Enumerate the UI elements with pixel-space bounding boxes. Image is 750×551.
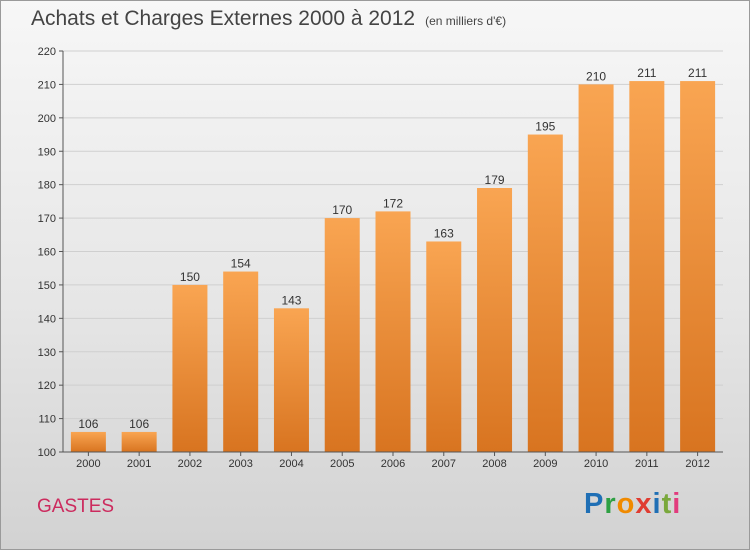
- y-tick-label: 210: [38, 79, 56, 91]
- y-tick-label: 150: [38, 280, 56, 292]
- data-label-2009: 195: [535, 120, 555, 134]
- bar-2004: [273, 308, 309, 452]
- x-tick-label-2001: 2001: [127, 458, 151, 470]
- axes: 100 110 120 130 140 150 160 170 180 190 200 210 220 2…: [38, 46, 723, 470]
- bars: 106 106 150 154 143 170 172 163 179 195 210 211 211: [70, 66, 716, 453]
- brand-letter: i: [652, 488, 662, 520]
- x-tick-label-2000: 2000: [76, 458, 100, 470]
- bar-2005: [324, 218, 360, 452]
- data-label-2010: 210: [586, 69, 606, 83]
- bar-2003: [223, 271, 259, 452]
- x-tick-label-2011: 2011: [635, 458, 659, 470]
- data-label-2002: 150: [180, 270, 200, 284]
- y-tick-label: 200: [38, 113, 56, 125]
- brand-letter: P: [584, 488, 605, 520]
- chart-title: Achats et Charges Externes 2000 à 2012 (e…: [31, 7, 506, 31]
- x-tick-label-2003: 2003: [228, 458, 252, 470]
- x-tick-label-2002: 2002: [178, 458, 202, 470]
- bar-2006: [375, 211, 411, 452]
- bar-2007: [426, 241, 462, 452]
- y-tick-label: 170: [38, 213, 56, 225]
- y-tick-label: 130: [38, 347, 56, 359]
- x-tick-label-2006: 2006: [381, 458, 405, 470]
- bar-2010: [578, 84, 614, 453]
- brand-letter: r: [604, 488, 617, 520]
- bar-2011: [629, 81, 665, 452]
- y-tick-label: 190: [38, 146, 56, 158]
- brand-letter: x: [635, 488, 653, 520]
- bar-2001: [121, 431, 157, 452]
- x-tick-label-2009: 2009: [533, 458, 557, 470]
- data-label-2004: 143: [281, 293, 301, 307]
- brand-letter: t: [661, 488, 673, 520]
- bar-2008: [477, 188, 513, 452]
- bar-2009: [527, 134, 563, 452]
- data-label-2001: 106: [129, 417, 149, 431]
- chart-subtitle: (en milliers d'€): [425, 14, 507, 28]
- bar-2000: [70, 431, 106, 452]
- brand-letter: o: [616, 488, 636, 520]
- bar-2002: [172, 284, 208, 452]
- y-tick-label: 140: [38, 313, 56, 325]
- brand-logo: Proxiti: [584, 488, 681, 521]
- y-tick-label: 110: [38, 414, 56, 426]
- x-tick-label-2012: 2012: [685, 458, 709, 470]
- data-label-2012: 211: [688, 66, 707, 80]
- brand-letter: i: [672, 488, 682, 520]
- data-label-2006: 172: [383, 196, 403, 210]
- data-label-2000: 106: [78, 417, 98, 431]
- y-tick-label: 160: [38, 247, 56, 259]
- y-tick-label: 220: [38, 46, 56, 58]
- y-tick-label: 180: [38, 180, 56, 192]
- data-label-2003: 154: [231, 257, 251, 271]
- data-label-2007: 163: [434, 226, 454, 240]
- x-tick-label-2004: 2004: [279, 458, 303, 470]
- y-tick-label: 100: [38, 447, 56, 459]
- data-label-2005: 170: [332, 203, 352, 217]
- commune-name: GASTES: [37, 496, 115, 517]
- y-tick-label: 120: [38, 380, 56, 392]
- data-label-2011: 211: [637, 66, 656, 80]
- x-tick-label-2010: 2010: [584, 458, 608, 470]
- x-tick-label-2008: 2008: [482, 458, 506, 470]
- data-label-2008: 179: [485, 173, 505, 187]
- x-tick-label-2007: 2007: [432, 458, 456, 470]
- chart-title-text: Achats et Charges Externes 2000 à 2012: [31, 7, 416, 30]
- x-tick-label-2005: 2005: [330, 458, 354, 470]
- bar-2012: [680, 81, 716, 452]
